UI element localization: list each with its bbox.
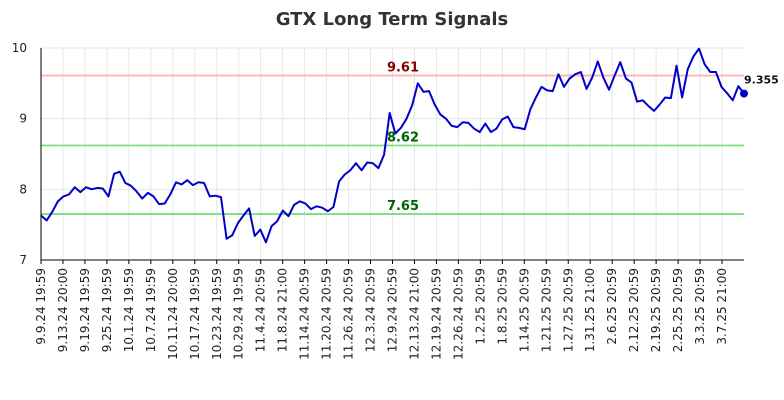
x-tick-label: 1.2.25 20:59	[473, 268, 487, 345]
x-tick-label: 12.26.24 20:59	[451, 268, 465, 360]
x-tick-label: 11.26.24 20:59	[342, 268, 356, 360]
x-tick-label: 2.25.25 20:59	[671, 268, 685, 352]
x-tick-label: 11.14.24 20:59	[298, 268, 312, 360]
x-tick-label: 12.13.24 21:00	[407, 268, 421, 360]
reference-lines	[41, 74, 744, 215]
x-tick-label: 3.7.25 21:00	[715, 268, 729, 345]
x-tick-label: 9.13.24 20:00	[56, 268, 70, 352]
chart-title: GTX Long Term Signals	[276, 9, 509, 30]
x-tick-label: 10.1.24 19:59	[122, 268, 136, 352]
y-tick-label: 10	[12, 41, 27, 55]
x-tick-label: 10.17.24 19:59	[188, 268, 202, 360]
series-line	[40, 47, 745, 244]
x-tick-label: 11.8.24 21:00	[276, 268, 290, 352]
x-tick-label: 10.23.24 19:59	[210, 268, 224, 360]
x-tick-label: 9.19.24 19:59	[78, 268, 92, 352]
x-axis-ticks: 9.9.24 19:59 9.13.24 20:00 9.19.24 19:59 9.…	[34, 260, 729, 360]
y-tick-label: 8	[19, 182, 27, 196]
y-tick-label: 7	[19, 253, 27, 267]
y-tick-label: 9	[19, 112, 27, 126]
x-tick-label: 12.3.24 20:59	[364, 268, 378, 352]
x-tick-label: 11.4.24 20:59	[254, 268, 268, 352]
x-tick-label: 3.3.25 20:59	[693, 268, 707, 345]
x-tick-label: 10.11.24 20:00	[166, 268, 180, 360]
x-tick-label: 2.19.25 20:59	[649, 268, 663, 352]
x-tick-label: 1.21.25 20:59	[539, 268, 553, 352]
x-tick-label: 1.14.25 20:59	[517, 268, 531, 352]
x-tick-label: 12.19.24 20:59	[429, 268, 443, 360]
x-tick-label: 1.31.25 21:00	[583, 268, 597, 352]
series-lines	[40, 47, 748, 244]
grid-lines	[40, 47, 744, 261]
x-tick-label: 2.6.25 20:59	[605, 268, 619, 345]
x-tick-label: 2.12.25 20:59	[627, 268, 641, 352]
x-tick-label: 11.20.24 20:59	[320, 268, 334, 360]
y-axis-ticks: 7 8 9 10	[12, 41, 27, 267]
reference-line-label: 7.65	[387, 199, 419, 214]
x-tick-label: 12.9.24 20:59	[386, 268, 400, 352]
x-tick-label: 1.8.25 20:59	[495, 268, 509, 345]
reference-line-label: 9.61	[387, 61, 419, 76]
x-tick-label: 10.29.24 19:59	[232, 268, 246, 360]
reference-line-label: 8.62	[387, 131, 419, 146]
annotations: 9.61 8.62 7.65 9.355	[387, 61, 779, 215]
x-tick-label: 10.7.24 19:59	[144, 268, 158, 352]
x-tick-label: 1.27.25 20:59	[561, 268, 575, 352]
last-point-marker	[740, 89, 748, 98]
x-tick-label: 9.25.24 19:59	[100, 268, 114, 352]
last-value-label: 9.355	[744, 74, 779, 87]
x-tick-label: 9.9.24 19:59	[34, 268, 48, 345]
